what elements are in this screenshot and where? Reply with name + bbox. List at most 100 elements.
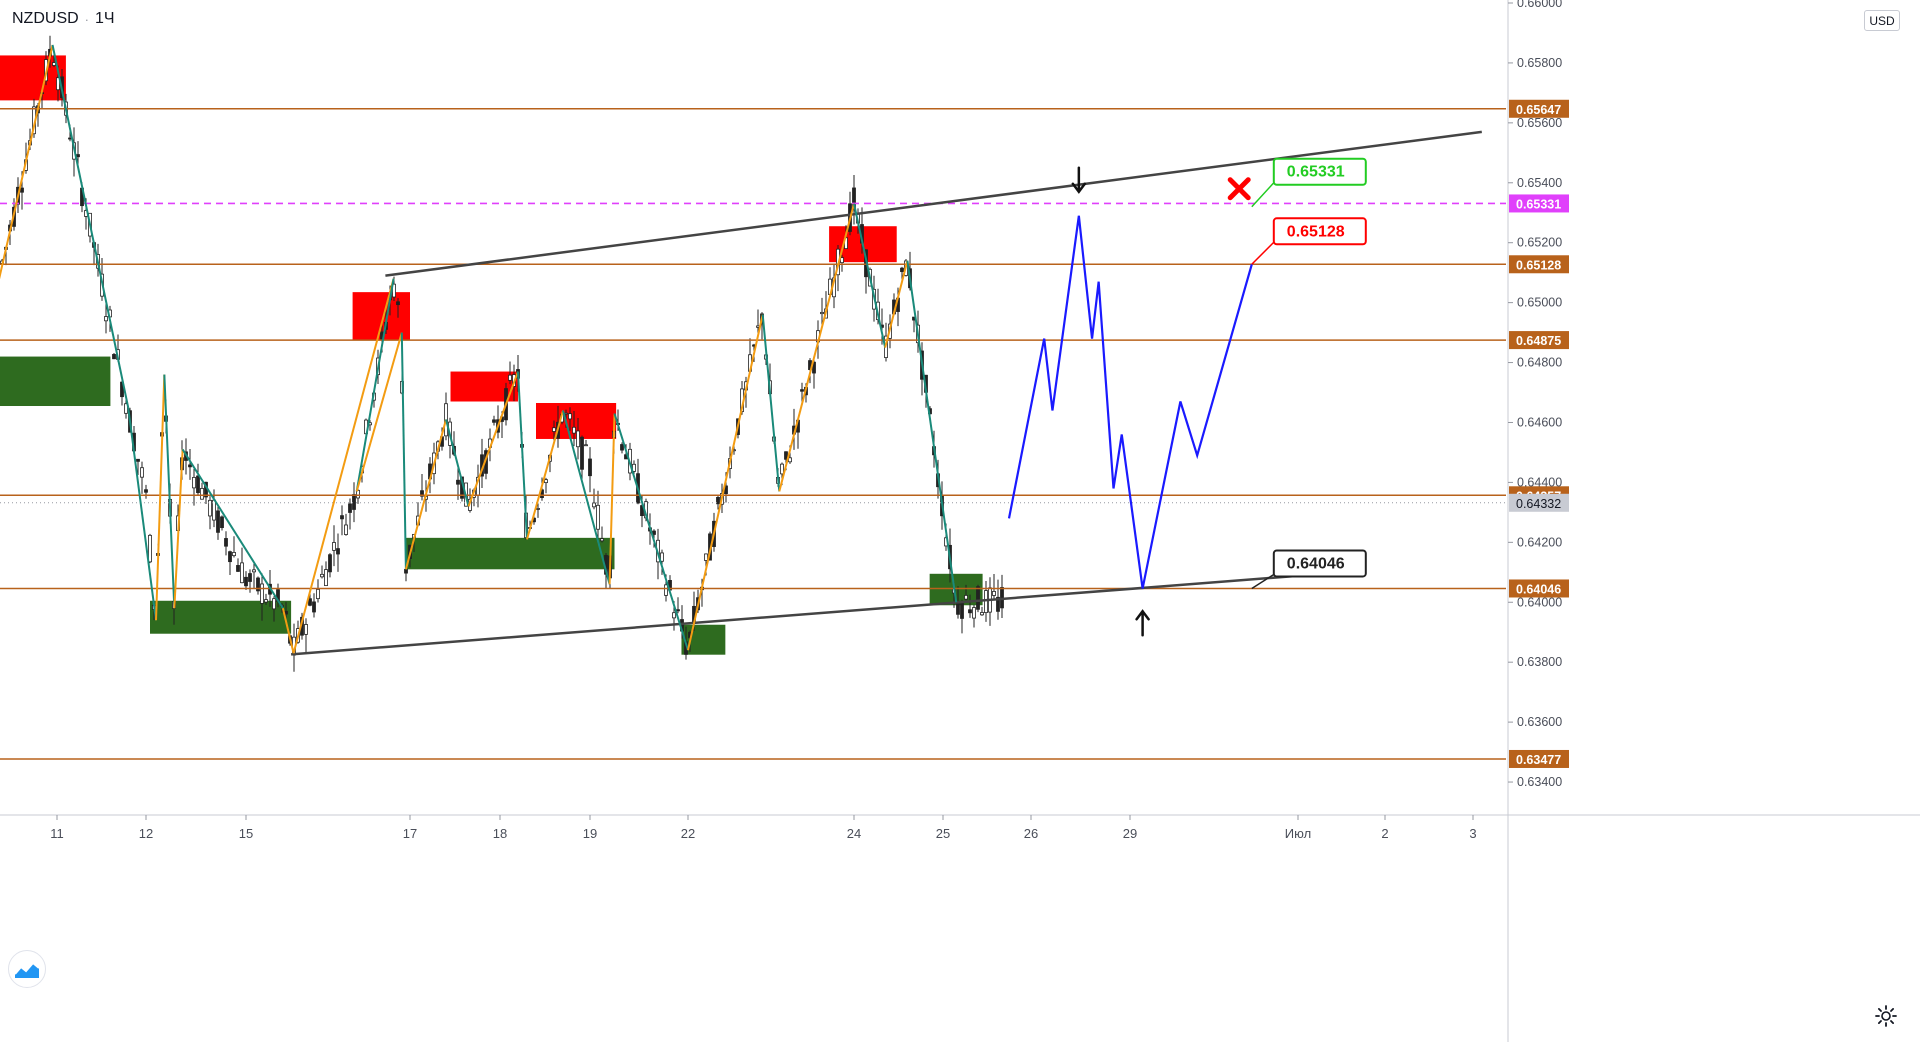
- candle-body: [597, 505, 600, 529]
- gear-icon[interactable]: [1874, 1004, 1898, 1028]
- x-tick-label-11: Июл: [1285, 826, 1311, 841]
- support-zone-5: [406, 538, 615, 569]
- candle-body: [397, 302, 400, 305]
- x-tick-label-5: 19: [583, 826, 597, 841]
- zigzag-segment: [446, 419, 469, 506]
- candle-body: [309, 599, 312, 606]
- candle-body: [801, 390, 804, 392]
- candle-body: [349, 504, 352, 513]
- candle-body: [665, 585, 668, 596]
- zigzag-segment: [854, 204, 885, 348]
- forecast-path: [1009, 216, 1252, 589]
- candle-body: [105, 317, 108, 321]
- support-zone-1: [0, 357, 110, 406]
- x-tick-label-4: 18: [493, 826, 507, 841]
- arrow-down-icon: [1073, 168, 1085, 192]
- zigzag-segment: [518, 372, 527, 540]
- zigzag-segment: [402, 333, 406, 570]
- candle-body: [993, 591, 996, 595]
- x-mark-icon: [1230, 180, 1248, 198]
- y-tick-label-13: 0.63400: [1517, 775, 1562, 789]
- callout-label-1: 0.65128: [1287, 223, 1345, 240]
- level-tag-1: 0.65331: [1516, 197, 1561, 211]
- candle-body: [537, 508, 540, 509]
- candle-body: [193, 477, 196, 487]
- y-tick-label-7: 0.64600: [1517, 415, 1562, 429]
- candle-body: [577, 431, 580, 447]
- zigzag-segment: [164, 375, 174, 609]
- candle-body: [553, 428, 556, 432]
- candle-body: [113, 354, 116, 358]
- zigzag-segment: [763, 315, 780, 492]
- candle-body: [957, 602, 960, 614]
- candle-body: [189, 465, 192, 467]
- candle-body: [493, 420, 496, 422]
- candle-body: [789, 458, 792, 462]
- y-tick-label-11: 0.63800: [1517, 655, 1562, 669]
- level-tag-6: 0.63477: [1516, 753, 1561, 767]
- candle-body: [977, 587, 980, 610]
- candle-body: [985, 591, 988, 613]
- candle-body: [233, 552, 236, 555]
- y-tick-label-8: 0.64400: [1517, 475, 1562, 489]
- candle-body: [569, 414, 572, 419]
- candle-body: [981, 612, 984, 614]
- zigzag-segment: [688, 315, 763, 651]
- zigzag-segment: [183, 449, 283, 608]
- candle-body: [21, 188, 24, 192]
- candle-body: [265, 600, 268, 603]
- callout-label-2: 0.64046: [1287, 555, 1345, 572]
- x-tick-label-9: 26: [1024, 826, 1038, 841]
- candle-body: [325, 570, 328, 586]
- zigzag-segment: [885, 261, 907, 348]
- header-separator: ·: [85, 12, 89, 27]
- candle-body: [345, 525, 348, 535]
- candle-body: [593, 503, 596, 507]
- candle-body: [961, 603, 964, 619]
- current-price-tag: 0.64332: [1516, 497, 1561, 511]
- candle-body: [137, 459, 140, 461]
- x-tick-label-2: 15: [239, 826, 253, 841]
- zigzag-segment: [907, 261, 956, 603]
- candle-body: [509, 375, 512, 380]
- zigzag-segment: [174, 449, 182, 608]
- candle-body: [261, 584, 264, 603]
- candle-body: [229, 552, 232, 562]
- level-tag-3: 0.64875: [1516, 334, 1561, 348]
- candle-body: [341, 516, 344, 519]
- candle-body: [237, 565, 240, 571]
- logo-glyph: [14, 959, 40, 979]
- candle-body: [273, 599, 276, 609]
- candle-body: [253, 570, 256, 572]
- candle-body: [821, 312, 824, 313]
- candle-body: [217, 511, 220, 532]
- candle-body: [141, 468, 144, 477]
- candle-body: [621, 445, 624, 451]
- candle-body: [221, 517, 224, 528]
- level-tag-2: 0.65128: [1516, 258, 1561, 272]
- candle-body: [589, 459, 592, 476]
- candle-body: [353, 495, 356, 510]
- symbol-label[interactable]: NZDUSD: [12, 10, 79, 28]
- candle-body: [197, 476, 200, 493]
- y-tick-label-4: 0.65200: [1517, 236, 1562, 250]
- candle-body: [77, 155, 80, 157]
- tradingview-logo-icon[interactable]: [8, 950, 46, 988]
- candle-body: [357, 490, 360, 498]
- candle-body: [601, 539, 604, 541]
- y-tick-label-2: 0.65600: [1517, 116, 1562, 130]
- resistance-zone-4: [536, 403, 616, 439]
- y-tick-label-5: 0.65000: [1517, 296, 1562, 310]
- candle-body: [965, 595, 968, 599]
- x-tick-label-12: 2: [1381, 826, 1388, 841]
- y-tick-label-3: 0.65400: [1517, 176, 1562, 190]
- candle-body: [317, 589, 320, 598]
- currency-badge[interactable]: USD: [1864, 10, 1900, 31]
- x-tick-label-8: 25: [936, 826, 950, 841]
- candle-body: [545, 480, 548, 483]
- candle-body: [337, 549, 340, 554]
- candle-body: [53, 63, 56, 66]
- interval-label[interactable]: 1Ч: [95, 10, 115, 28]
